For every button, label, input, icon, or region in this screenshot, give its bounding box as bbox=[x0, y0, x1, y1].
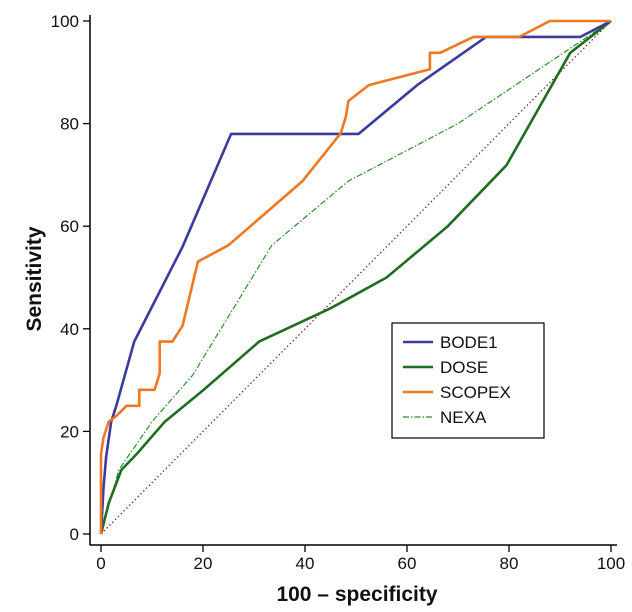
y-tick-label: 0 bbox=[70, 525, 79, 544]
y-tick-label: 20 bbox=[60, 422, 79, 441]
series-line-nexa bbox=[100, 20, 612, 535]
series-line-bode1 bbox=[99, 19, 612, 535]
x-tick-label: 40 bbox=[296, 554, 315, 573]
series-layer bbox=[99, 19, 612, 535]
x-tick-label: 0 bbox=[96, 554, 105, 573]
reference-line-layer bbox=[100, 20, 612, 535]
legend-label-bode1: BODE1 bbox=[440, 333, 498, 352]
y-tick-label: 80 bbox=[60, 115, 79, 134]
legend-label-dose: DOSE bbox=[440, 358, 488, 377]
series-line-scopex bbox=[99, 19, 611, 534]
y-tick-label: 40 bbox=[60, 320, 79, 339]
x-tick-label: 20 bbox=[194, 554, 213, 573]
legend-label-scopex: SCOPEX bbox=[440, 383, 511, 402]
ticks-layer: 0 20 40 60 80 100 0 20 40 60 80 100 bbox=[51, 12, 626, 573]
y-tick-label: 60 bbox=[60, 217, 79, 236]
x-tick-label: 60 bbox=[398, 554, 417, 573]
y-tick-label: 100 bbox=[51, 12, 79, 31]
series-line-dose bbox=[99, 19, 612, 535]
x-tick-label: 100 bbox=[597, 554, 625, 573]
legend-label-nexa: NEXA bbox=[440, 408, 487, 427]
x-axis-title: 100 – specificity bbox=[276, 583, 437, 606]
legend-items: BODE1 DOSE SCOPEX NEXA bbox=[403, 333, 511, 427]
x-tick-label: 80 bbox=[500, 554, 519, 573]
axes-layer bbox=[89, 15, 617, 546]
reference-diagonal-line bbox=[100, 20, 612, 535]
y-axis-title: Sensitivity bbox=[23, 226, 46, 331]
legend: BODE1 DOSE SCOPEX NEXA bbox=[391, 322, 545, 439]
